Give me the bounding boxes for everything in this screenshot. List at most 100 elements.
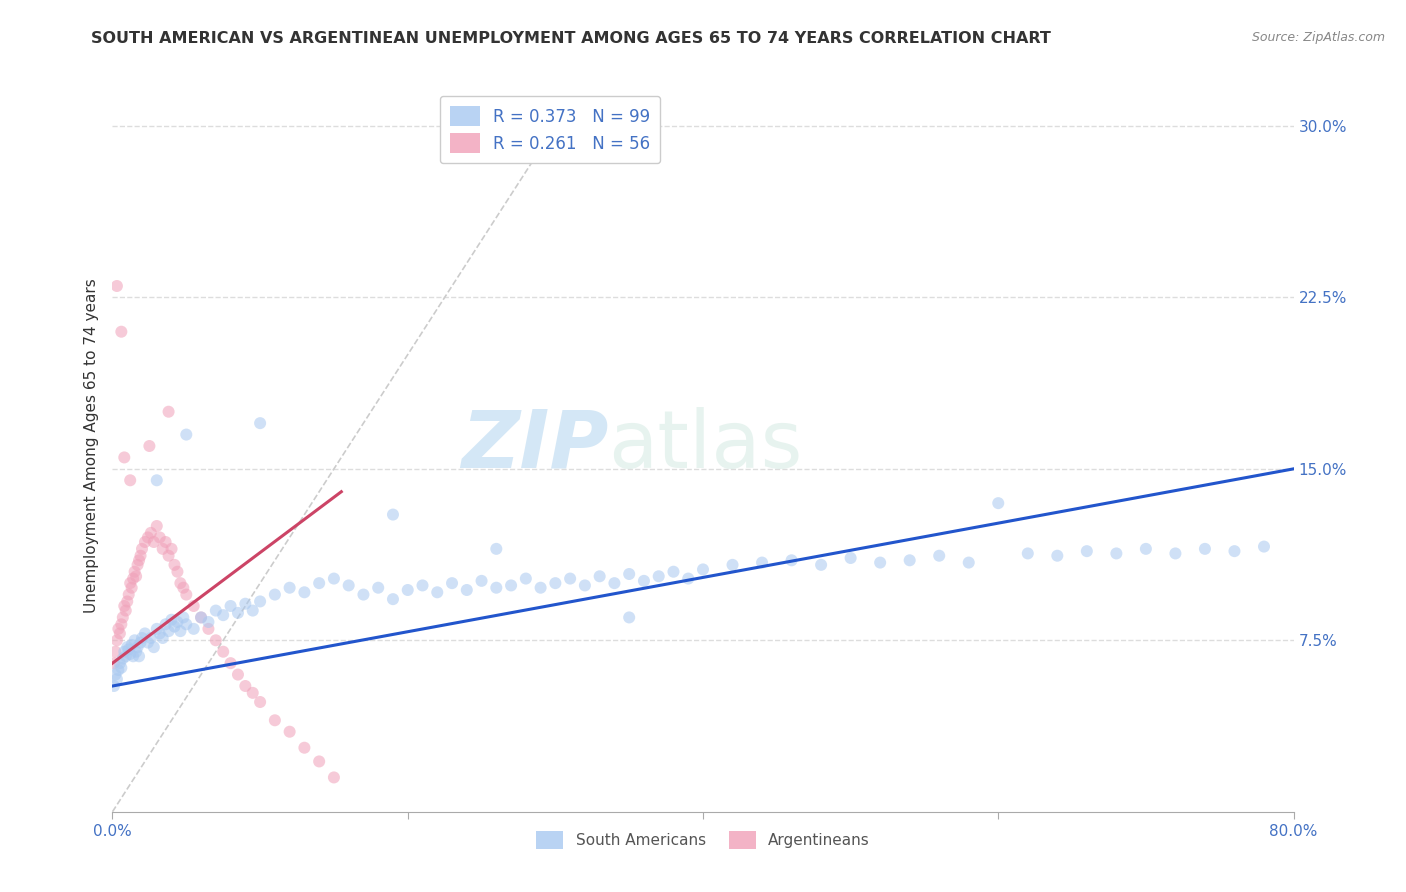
Point — [692, 562, 714, 576]
Point — [169, 576, 191, 591]
Point — [219, 656, 242, 670]
Point — [751, 556, 773, 570]
Point — [1194, 541, 1216, 556]
Point — [1135, 541, 1157, 556]
Point — [485, 541, 508, 556]
Point — [957, 556, 980, 570]
Point — [183, 622, 205, 636]
Point — [107, 663, 129, 677]
Point — [810, 558, 832, 572]
Point — [190, 610, 212, 624]
Point — [108, 656, 131, 670]
Point — [1164, 546, 1187, 560]
Point — [136, 530, 159, 544]
Point — [172, 610, 194, 624]
Point — [174, 617, 197, 632]
Point — [118, 642, 141, 657]
Point — [122, 572, 145, 586]
Point — [264, 714, 287, 728]
Point — [155, 617, 177, 632]
Point — [219, 599, 242, 613]
Point — [157, 624, 180, 639]
Point — [120, 473, 142, 487]
Point — [129, 635, 152, 649]
Point — [1105, 546, 1128, 560]
Point — [157, 405, 180, 419]
Point — [411, 578, 433, 592]
Point — [105, 279, 128, 293]
Point — [157, 549, 180, 563]
Point — [142, 535, 165, 549]
Point — [190, 610, 212, 624]
Point — [134, 535, 156, 549]
Point — [152, 541, 174, 556]
Point — [1017, 546, 1039, 560]
Point — [146, 622, 169, 636]
Point — [485, 581, 508, 595]
Point — [104, 645, 127, 659]
Point — [111, 651, 134, 665]
Point — [233, 679, 256, 693]
Point — [396, 582, 419, 597]
Text: SOUTH AMERICAN VS ARGENTINEAN UNEMPLOYMENT AMONG AGES 65 TO 74 YEARS CORRELATION: SOUTH AMERICAN VS ARGENTINEAN UNEMPLOYME… — [91, 31, 1052, 46]
Point — [129, 549, 152, 563]
Point — [839, 551, 862, 566]
Point — [111, 610, 134, 624]
Point — [249, 594, 271, 608]
Point — [155, 535, 177, 549]
Point — [134, 626, 156, 640]
Point — [242, 604, 264, 618]
Point — [441, 576, 464, 591]
Point — [308, 755, 330, 769]
Point — [125, 569, 148, 583]
Point — [987, 496, 1010, 510]
Point — [197, 615, 219, 629]
Point — [107, 622, 129, 636]
Point — [110, 661, 132, 675]
Point — [160, 541, 183, 556]
Point — [633, 574, 655, 588]
Point — [117, 594, 138, 608]
Point — [169, 624, 191, 639]
Point — [172, 581, 194, 595]
Point — [105, 633, 128, 648]
Point — [1223, 544, 1246, 558]
Point — [308, 576, 330, 591]
Point — [233, 597, 256, 611]
Point — [166, 565, 188, 579]
Point — [323, 771, 346, 785]
Point — [501, 578, 523, 592]
Point — [124, 633, 146, 648]
Point — [112, 645, 135, 659]
Point — [136, 635, 159, 649]
Point — [110, 325, 132, 339]
Point — [139, 525, 162, 540]
Point — [323, 572, 346, 586]
Point — [264, 588, 287, 602]
Point — [124, 565, 146, 579]
Point — [128, 553, 150, 567]
Point — [1253, 540, 1275, 554]
Point — [142, 640, 165, 655]
Point — [574, 578, 596, 592]
Point — [125, 645, 148, 659]
Point — [470, 574, 494, 588]
Point — [138, 439, 160, 453]
Point — [367, 581, 389, 595]
Point — [382, 508, 405, 522]
Point — [647, 569, 671, 583]
Point — [205, 633, 228, 648]
Point — [678, 572, 700, 586]
Point — [122, 649, 145, 664]
Point — [721, 558, 744, 572]
Point — [121, 638, 143, 652]
Point — [226, 667, 249, 681]
Point — [112, 450, 135, 465]
Point — [619, 567, 641, 582]
Point — [128, 649, 150, 664]
Point — [1076, 544, 1098, 558]
Point — [619, 610, 641, 624]
Point — [152, 631, 174, 645]
Text: atlas: atlas — [609, 407, 803, 485]
Point — [120, 576, 142, 591]
